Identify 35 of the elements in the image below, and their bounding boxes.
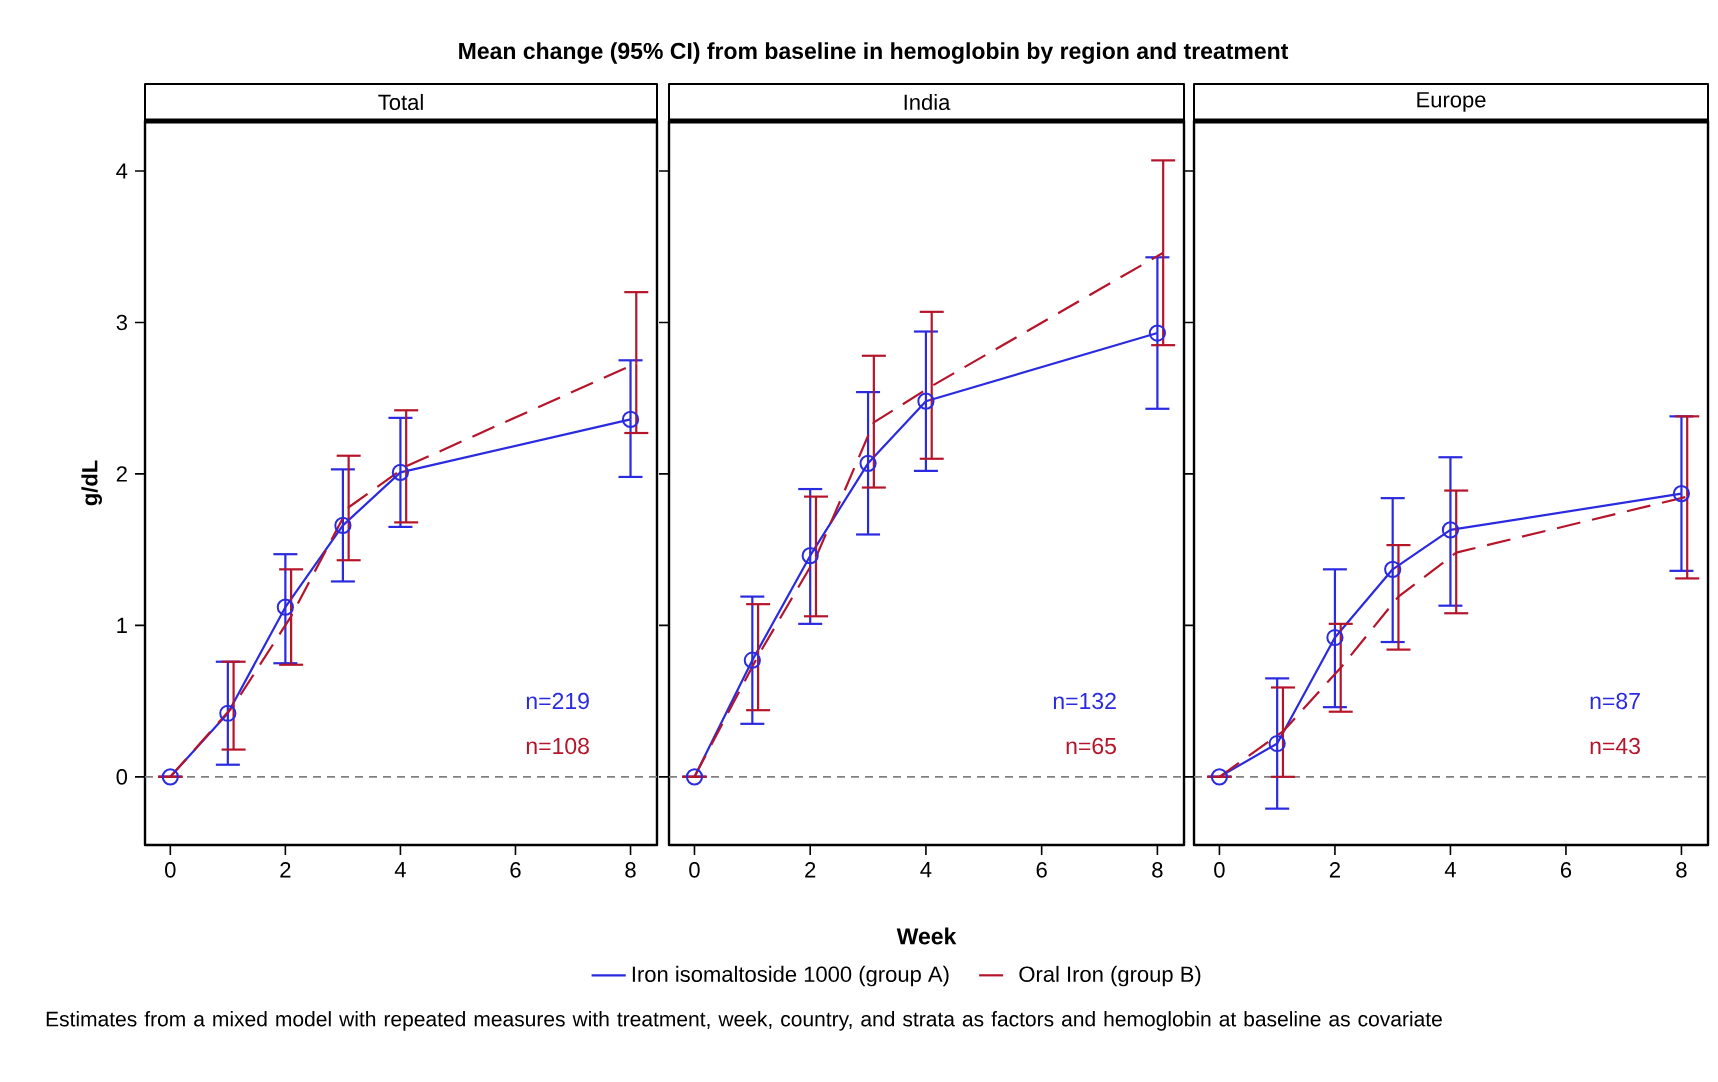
x-tick-label: 6 [1560, 862, 1572, 878]
x-tick-label: 4 [1444, 862, 1456, 878]
x-tick-label: 2 [805, 862, 816, 878]
y-tick-label: 3 [116, 314, 127, 331]
annotation: n=65 [1066, 737, 1116, 755]
chart-subtitle: India [904, 93, 951, 111]
x-tick-label: 6 [1036, 862, 1047, 878]
annotation: n=43 [1590, 737, 1640, 755]
y-tick-label: 0 [116, 769, 128, 785]
y-tick-label: 4 [116, 163, 128, 179]
x-tick-label: 8 [625, 862, 636, 878]
chart-subtitle: Total [378, 93, 423, 111]
x-tick-label: 0 [1214, 862, 1225, 878]
legend-label: Oral Iron (group B) [1019, 965, 1201, 987]
x-tick-label: 4 [394, 862, 406, 878]
legend-label: Iron isomaltoside 1000 (group A) [632, 965, 949, 987]
annotation: n=87 [1590, 692, 1640, 710]
x-tick-label: 8 [1676, 862, 1687, 878]
annotation: n=132 [1053, 692, 1116, 710]
annotation: n=108 [526, 737, 589, 755]
text: Estimates from a mixed model with repeated measures with treatment, week, country, and strata as factors and hemoglobin at baseline as covariate [46, 1011, 1442, 1031]
x-tick-label: 8 [1152, 862, 1163, 878]
x-tick-label: 2 [1329, 862, 1340, 878]
x-tick-label: 0 [165, 862, 176, 878]
x-tick-label: 6 [510, 862, 521, 878]
x-tick-label: 0 [689, 862, 700, 878]
annotation: n=219 [526, 692, 589, 710]
text: Mean change (95% CI) from baseline in hemoglobin by region and treatment [459, 42, 1289, 64]
chart-subtitle: Europe [1417, 92, 1486, 112]
x-tick-label: 4 [920, 862, 932, 878]
x-axis-title: Week [896, 927, 957, 945]
y-tick-label: 1 [117, 617, 127, 633]
y-axis-title: g/dL [81, 460, 102, 506]
y-tick-label: 2 [116, 466, 127, 482]
x-tick-label: 2 [280, 862, 291, 878]
